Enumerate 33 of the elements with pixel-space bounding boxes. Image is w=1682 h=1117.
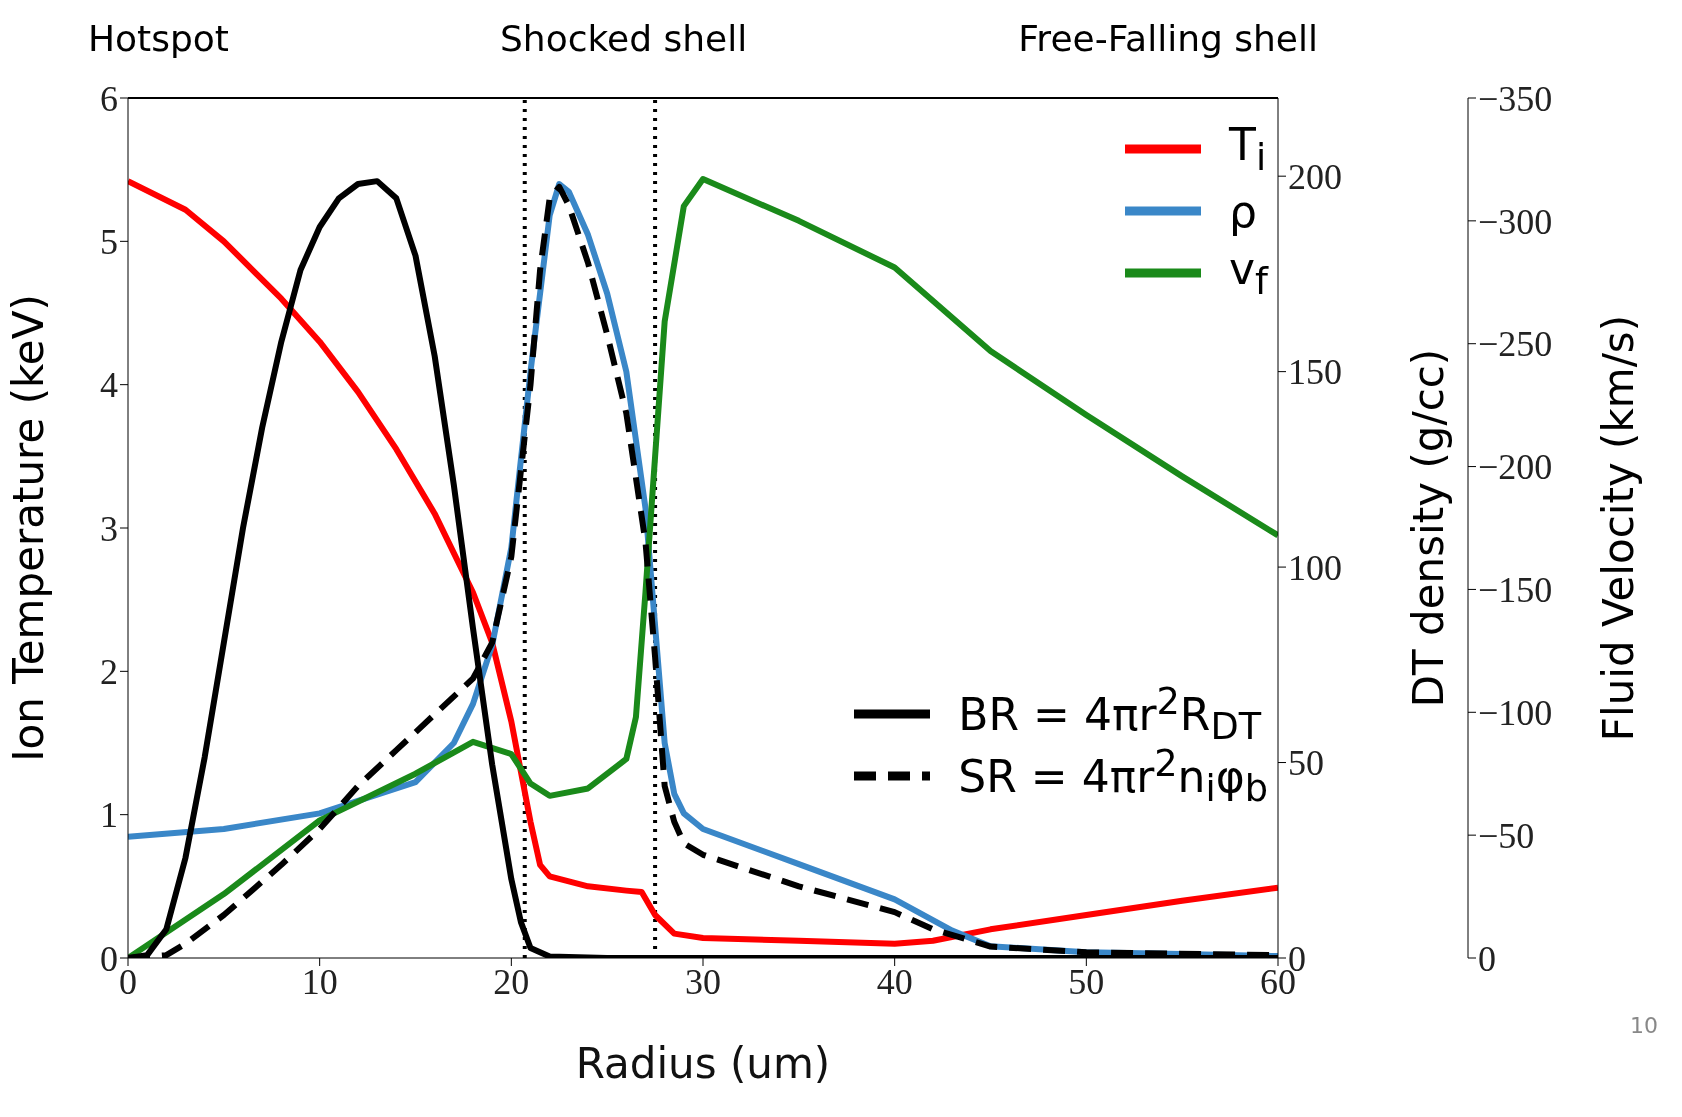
x-tick-label: 10 bbox=[301, 961, 338, 1002]
y3-tick-label: −250 bbox=[1478, 324, 1553, 365]
text: Shocked shell bbox=[500, 18, 748, 59]
y3-tick-label: −50 bbox=[1478, 815, 1535, 856]
y-axis-title: Ion Temperature (keV) bbox=[3, 294, 53, 762]
y2-tick-label: 50 bbox=[1288, 743, 1324, 784]
y-tick-label: 3 bbox=[100, 508, 118, 549]
text: Hotspot bbox=[88, 18, 229, 59]
y3-tick-label: −150 bbox=[1478, 570, 1553, 611]
y-tick-label: 6 bbox=[100, 78, 118, 119]
y3-tick-label: −350 bbox=[1478, 78, 1553, 119]
x-tick-label: 50 bbox=[1068, 961, 1105, 1002]
y-tick-label: 4 bbox=[100, 365, 118, 406]
y2-tick-label: 150 bbox=[1288, 352, 1342, 393]
y-tick-label: 5 bbox=[100, 222, 118, 263]
y2-axis-title: DT density (g/cc) bbox=[1403, 348, 1453, 708]
x-tick-label: 20 bbox=[493, 961, 530, 1002]
x-tick-label: 30 bbox=[685, 961, 721, 1002]
x-axis-title: Radius (um) bbox=[575, 1039, 831, 1088]
legend-label: v$_{f}$ bbox=[1229, 243, 1268, 303]
y-tick-label: 1 bbox=[100, 795, 118, 836]
y2-tick-label: 200 bbox=[1288, 156, 1342, 197]
text: Free-Falling shell bbox=[1018, 18, 1318, 59]
y3-axis-title: Fluid Velocity (km/s) bbox=[1593, 314, 1643, 742]
y3-tick-label: −300 bbox=[1478, 201, 1553, 242]
y2-tick-label: 100 bbox=[1288, 547, 1342, 588]
x-tick-label: 40 bbox=[876, 961, 913, 1002]
y3-tick-label: −200 bbox=[1478, 447, 1553, 488]
y3-tick-label: −100 bbox=[1478, 693, 1553, 734]
y-tick-label: 2 bbox=[100, 652, 118, 693]
text: 10 bbox=[1630, 1013, 1658, 1038]
legend-label: T$_{i}$ bbox=[1229, 119, 1267, 179]
legend-label: ρ bbox=[1229, 185, 1257, 237]
